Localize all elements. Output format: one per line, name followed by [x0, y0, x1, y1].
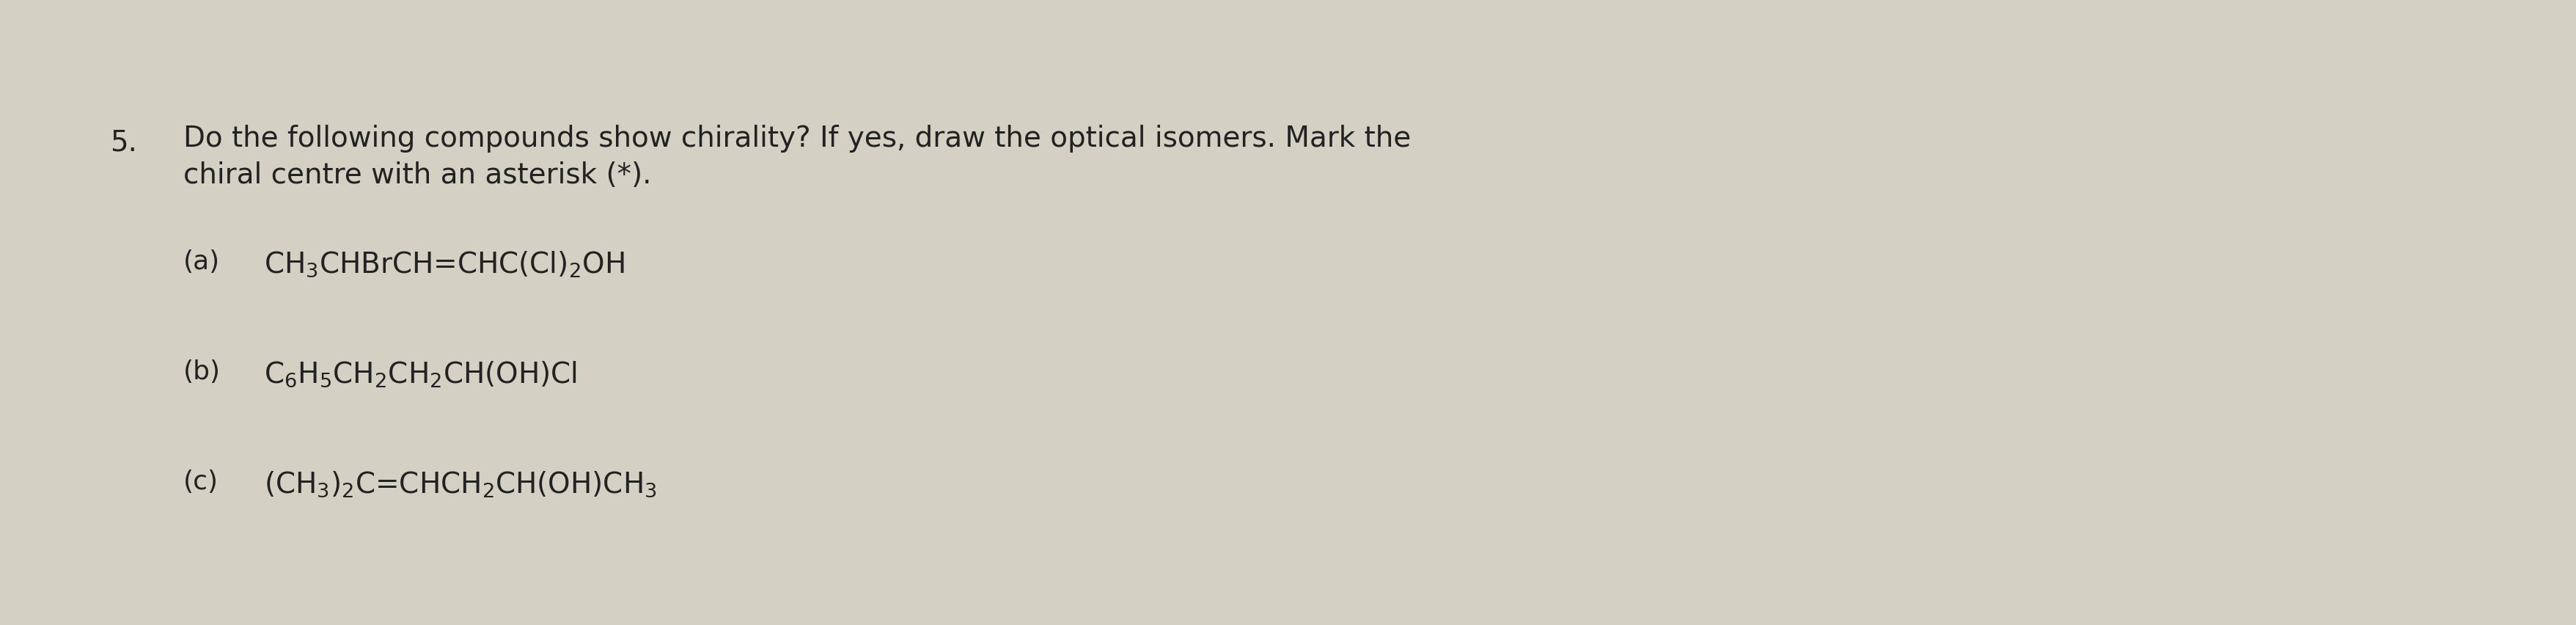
Text: chiral centre with an asterisk (*).: chiral centre with an asterisk (*). [183, 161, 652, 189]
Text: (CH$_{3}$)$_{2}$C=CHCH$_{2}$CH(OH)CH$_{3}$: (CH$_{3}$)$_{2}$C=CHCH$_{2}$CH(OH)CH$_{3… [263, 469, 657, 499]
Text: CH$_{3}$CHBrCH=CHC(Cl)$_{2}$OH: CH$_{3}$CHBrCH=CHC(Cl)$_{2}$OH [263, 249, 623, 279]
Text: C$_{6}$H$_{5}$CH$_{2}$CH$_{2}$CH(OH)Cl: C$_{6}$H$_{5}$CH$_{2}$CH$_{2}$CH(OH)Cl [263, 359, 577, 389]
Text: (a): (a) [183, 249, 219, 274]
Text: (c): (c) [183, 469, 219, 494]
Text: Do the following compounds show chirality? If yes, draw the optical isomers. Mar: Do the following compounds show chiralit… [183, 125, 1412, 152]
Text: 5.: 5. [111, 128, 137, 156]
Text: (b): (b) [183, 359, 222, 384]
